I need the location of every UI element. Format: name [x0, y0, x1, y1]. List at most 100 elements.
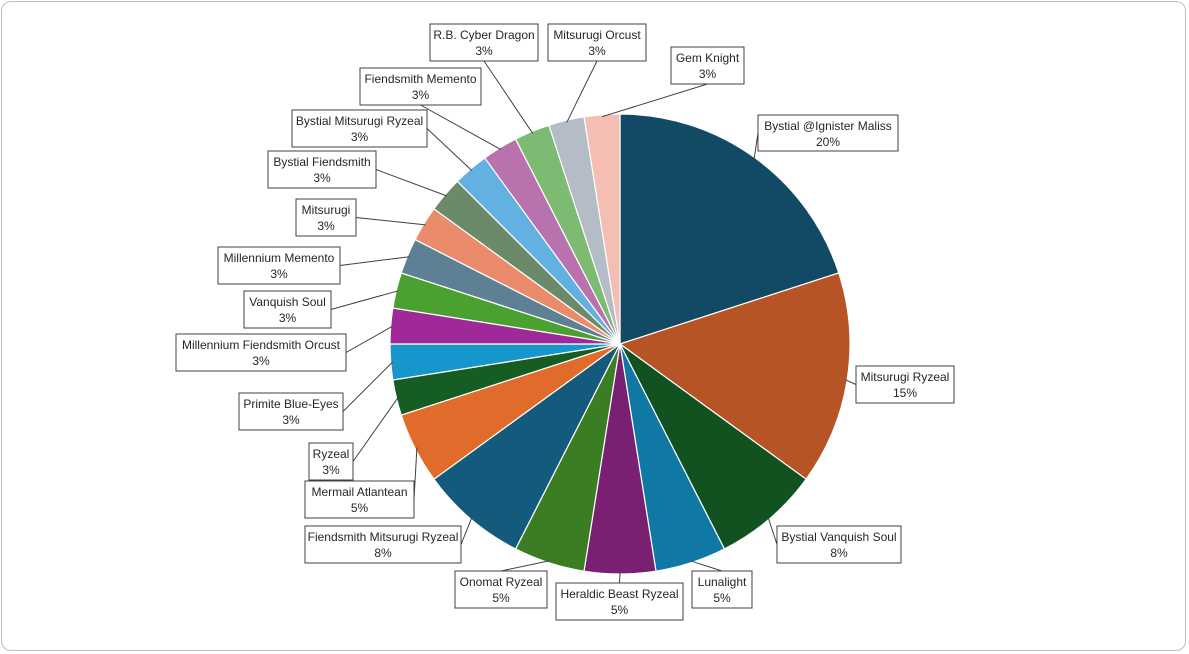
leader-line-onomat-ryzeal [500, 560, 550, 572]
data-label-percent: 8% [830, 546, 848, 560]
data-label-box [691, 570, 753, 609]
data-label-gem-knight: Gem Knight 3% [670, 46, 745, 85]
data-label-bystial-mitsurugi-ryzeal: Bystial Mitsurugi Ryzeal 3% [291, 109, 428, 148]
leader-line-bystial-mitsurugi-ryzeal [426, 128, 473, 171]
data-label-box [238, 392, 344, 431]
leader-line-gem-knight [601, 83, 708, 118]
data-label-percent: 3% [317, 219, 335, 233]
data-label-box [359, 67, 482, 106]
data-label-name: Gem Knight [676, 51, 740, 65]
data-label-name: Bystial Fiendsmith [273, 155, 370, 169]
data-label-bystial-ignister-maliss: Bystial @Ignister Maliss 20% [757, 114, 899, 152]
data-label-name: Onomat Ryzeal [460, 575, 543, 589]
data-label-box [243, 290, 332, 329]
data-label-name: Mitsurugi Orcust [553, 28, 641, 42]
data-label-box [555, 582, 684, 621]
data-label-box [267, 150, 377, 189]
data-label-box [291, 109, 428, 148]
data-label-name: Mitsurugi [302, 203, 351, 217]
data-label-name: Bystial @Ignister Maliss [764, 119, 892, 133]
data-label-name: R.B. Cyber Dragon [433, 28, 534, 42]
data-label-heraldic-beast-ryzeal: Heraldic Beast Ryzeal 5% [555, 582, 684, 621]
leader-line-vanquish-soul [330, 290, 399, 310]
data-label-name: Fiendsmith Memento [364, 72, 476, 86]
data-label-percent: 5% [351, 501, 369, 515]
data-label-name: Ryzeal [313, 447, 350, 461]
data-label-box [308, 442, 354, 481]
data-label-millennium-memento: Millennium Memento 3% [217, 246, 341, 285]
data-label-ryzeal: Ryzeal 3% [308, 442, 354, 481]
data-label-box [776, 525, 902, 564]
data-label-name: Bystial Mitsurugi Ryzeal [296, 114, 423, 128]
leader-line-fiendsmith-mitsurugi-ryzeal [460, 517, 473, 545]
data-label-vanquish-soul: Vanquish Soul 3% [243, 290, 332, 329]
leader-line-mitsurugi [355, 217, 426, 226]
data-label-box [757, 114, 899, 152]
data-label-bystial-vanquish-soul: Bystial Vanquish Soul 8% [776, 525, 902, 564]
data-label-mermail-atlantean: Mermail Atlantean 5% [304, 480, 415, 519]
data-label-box [454, 570, 548, 609]
data-label-mitsurugi-orcust: Mitsurugi Orcust 3% [547, 23, 647, 62]
data-label-box [855, 365, 955, 404]
data-label-name: Primite Blue-Eyes [243, 397, 338, 411]
data-label-name: Bystial Vanquish Soul [781, 530, 896, 544]
data-label-box [295, 198, 357, 237]
leader-line-bystial-fiendsmith [375, 169, 447, 197]
data-label-box [304, 525, 462, 564]
data-label-percent: 3% [270, 267, 288, 281]
leader-line-r-b-cyber-dragon [483, 60, 534, 134]
data-label-percent: 3% [588, 44, 606, 58]
data-label-percent: 8% [374, 546, 392, 560]
data-label-name: Fiendsmith Mitsurugi Ryzeal [308, 530, 459, 544]
data-label-mitsurugi: Mitsurugi 3% [295, 198, 357, 237]
data-label-percent: 3% [322, 463, 340, 477]
data-label-name: Mermail Atlantean [311, 485, 407, 499]
data-label-box [175, 333, 347, 372]
data-label-box [429, 23, 539, 62]
data-label-percent: 3% [279, 311, 297, 325]
leader-line-fiendsmith-memento [420, 104, 502, 151]
data-label-fiendsmith-mitsurugi-ryzeal: Fiendsmith Mitsurugi Ryzeal 8% [304, 525, 462, 564]
leader-line-ryzeal [352, 396, 399, 462]
data-label-name: Vanquish Soul [249, 295, 326, 309]
data-label-percent: 3% [412, 88, 430, 102]
data-label-name: Lunalight [698, 575, 747, 589]
leader-line-bystial-ignister-maliss [753, 132, 759, 160]
data-label-box [547, 23, 647, 62]
pie-slice-gem-knight [583, 113, 621, 345]
leader-line-mitsurugi-orcust [566, 60, 598, 123]
data-label-percent: 5% [492, 591, 510, 605]
data-label-percent: 3% [282, 413, 300, 427]
data-label-name: Heraldic Beast Ryzeal [560, 587, 678, 601]
data-label-percent: 3% [351, 130, 369, 144]
data-label-percent: 5% [611, 603, 629, 617]
data-label-name: Millennium Memento [224, 251, 335, 265]
data-label-mitsurugi-ryzeal: Mitsurugi Ryzeal 15% [855, 365, 955, 404]
data-label-millennium-fiendsmith-orcust: Millennium Fiendsmith Orcust 3% [175, 333, 347, 372]
pie-slice-bystial-ignister-maliss [619, 113, 840, 345]
data-label-r-b-cyber-dragon: R.B. Cyber Dragon 3% [429, 23, 539, 62]
data-label-percent: 3% [699, 67, 717, 81]
leader-line-primite-blue-eyes [342, 361, 394, 412]
pie-slice-mitsurugi-ryzeal [618, 272, 851, 481]
data-label-percent: 3% [252, 354, 270, 368]
data-label-onomat-ryzeal: Onomat Ryzeal 5% [454, 570, 548, 609]
data-label-box [217, 246, 341, 285]
pie-slice-bystial-vanquish-soul [619, 343, 807, 550]
data-label-primite-blue-eyes: Primite Blue-Eyes 3% [238, 392, 344, 431]
leader-line-lunalight [690, 560, 723, 572]
leader-line-millennium-memento [339, 256, 410, 266]
data-label-percent: 3% [475, 44, 493, 58]
data-label-name: Millennium Fiendsmith Orcust [182, 338, 341, 352]
data-label-percent: 20% [816, 135, 840, 149]
data-label-bystial-fiendsmith: Bystial Fiendsmith 3% [267, 150, 377, 189]
data-label-box [670, 46, 745, 85]
data-label-fiendsmith-memento: Fiendsmith Memento 3% [359, 67, 482, 106]
pie-slice-fiendsmith-mitsurugi-ryzeal [433, 343, 621, 550]
data-label-percent: 5% [713, 591, 731, 605]
data-label-lunalight: Lunalight 5% [691, 570, 753, 609]
leader-line-heraldic-beast-ryzeal [619, 571, 621, 584]
leader-line-mitsurugi-ryzeal [844, 379, 857, 385]
data-label-name: Mitsurugi Ryzeal [861, 370, 950, 384]
